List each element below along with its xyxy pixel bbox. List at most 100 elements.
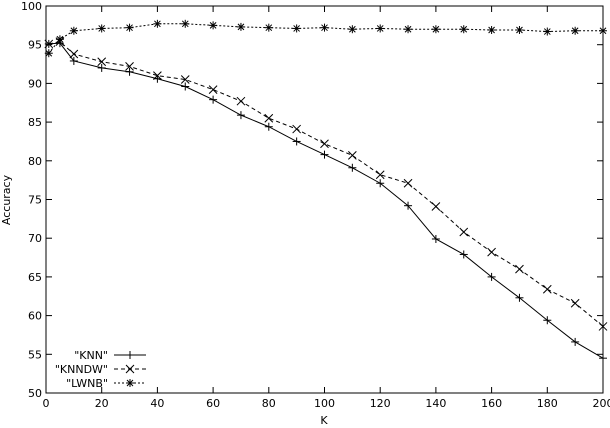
x-tick-label: 80 xyxy=(262,397,276,410)
data-point xyxy=(431,234,440,243)
data-point xyxy=(571,26,580,35)
x-tick-label: 180 xyxy=(537,397,558,410)
data-point xyxy=(236,22,245,31)
data-point xyxy=(459,250,468,259)
data-point xyxy=(599,354,607,363)
data-point xyxy=(431,25,440,34)
data-point xyxy=(292,24,301,33)
legend-label: "KNN" xyxy=(74,349,108,362)
data-point xyxy=(459,227,469,237)
series-line xyxy=(48,23,603,54)
y-tick-label: 95 xyxy=(28,39,42,52)
legend-item: "LWNB" xyxy=(66,377,146,390)
legend-label: "LWNB" xyxy=(66,377,108,390)
data-point xyxy=(44,49,53,58)
data-point xyxy=(264,122,273,131)
data-point xyxy=(97,57,107,67)
data-point xyxy=(208,85,218,94)
data-point xyxy=(404,25,413,34)
data-point xyxy=(180,75,190,84)
data-point xyxy=(487,272,496,281)
legend-label: "KNNDW" xyxy=(55,363,108,376)
data-point xyxy=(69,26,78,35)
x-axis-label: K xyxy=(320,414,328,427)
data-point xyxy=(487,247,496,257)
legend-item: "KNN" xyxy=(74,349,146,362)
data-point xyxy=(598,322,608,331)
data-point xyxy=(209,95,218,104)
data-point xyxy=(320,150,329,159)
data-point xyxy=(571,337,580,346)
data-point xyxy=(209,21,218,30)
axis-tick-labels: 0 20 40 60 80 100 120 140 160 180 200 50 55 60 65 70 75 8… xyxy=(21,0,610,410)
data-point xyxy=(236,96,246,106)
y-tick-label: 70 xyxy=(28,232,42,245)
data-point xyxy=(97,63,106,72)
data-point xyxy=(236,111,245,120)
series-line xyxy=(48,41,604,327)
plot-frame xyxy=(45,5,604,394)
data-point xyxy=(542,284,552,294)
data-point xyxy=(320,139,329,149)
data-point xyxy=(126,351,134,359)
y-tick-label: 90 xyxy=(28,77,42,90)
series-2 xyxy=(44,19,607,58)
x-tick-label: 20 xyxy=(95,397,109,410)
data-point xyxy=(264,23,273,32)
x-tick-label: 140 xyxy=(425,397,446,410)
data-point xyxy=(125,23,134,32)
data-point xyxy=(69,56,78,65)
data-point xyxy=(543,316,552,325)
data-point xyxy=(44,39,54,49)
data-point xyxy=(348,25,357,34)
data-point xyxy=(376,179,385,188)
data-point xyxy=(375,170,385,180)
data-point xyxy=(404,201,413,210)
y-tick-label: 80 xyxy=(28,155,42,168)
x-tick-label: 0 xyxy=(43,397,50,410)
data-point xyxy=(543,27,552,36)
data-point xyxy=(153,19,162,28)
series-0 xyxy=(44,39,607,363)
data-point xyxy=(376,24,385,33)
x-tick-label: 160 xyxy=(481,397,502,410)
data-point xyxy=(487,25,496,34)
data-point xyxy=(515,25,524,34)
data-point xyxy=(55,35,64,44)
y-tick-label: 100 xyxy=(21,0,42,13)
data-point xyxy=(320,23,329,32)
y-tick-label: 60 xyxy=(28,310,42,323)
data-point xyxy=(264,113,274,123)
y-tick-label: 85 xyxy=(28,116,42,129)
data-point xyxy=(125,67,134,76)
data-point xyxy=(431,202,441,211)
data-point xyxy=(181,82,190,91)
data-point xyxy=(348,163,357,172)
series-group xyxy=(44,19,608,363)
x-tick-label: 120 xyxy=(370,397,391,410)
data-point xyxy=(515,264,524,274)
data-point xyxy=(125,364,135,374)
data-point xyxy=(515,293,524,302)
data-point xyxy=(69,49,79,59)
y-tick-label: 55 xyxy=(28,348,42,361)
data-point xyxy=(570,298,580,308)
data-point xyxy=(459,25,468,34)
series-line xyxy=(48,42,604,359)
data-point xyxy=(292,124,302,134)
x-tick-label: 60 xyxy=(206,397,220,410)
data-point xyxy=(403,178,413,188)
x-tick-label: 100 xyxy=(314,397,335,410)
data-point xyxy=(125,62,134,71)
data-point xyxy=(292,137,301,146)
data-point xyxy=(97,24,106,33)
legend: "KNN""KNNDW""LWNB" xyxy=(55,349,146,390)
data-point xyxy=(181,19,190,28)
data-point xyxy=(347,151,357,160)
data-point xyxy=(153,71,162,81)
y-tick-label: 50 xyxy=(28,387,42,400)
y-axis-label: Accuracy xyxy=(0,174,13,225)
x-tick-label: 40 xyxy=(150,397,164,410)
y-tick-label: 75 xyxy=(28,194,42,207)
